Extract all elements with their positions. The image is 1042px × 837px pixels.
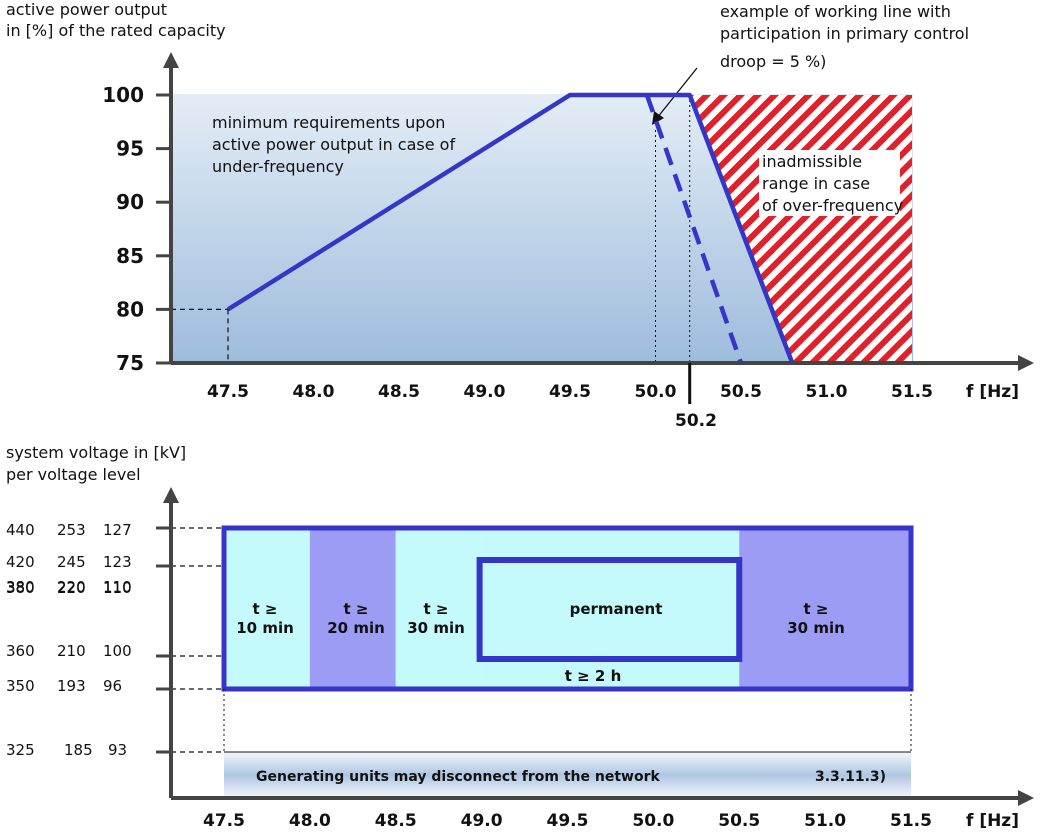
x-tick-label: 48.0: [293, 382, 335, 402]
y-tick-label: 75: [116, 351, 144, 375]
y-tick-label: 85: [116, 244, 144, 268]
voltage-label: 127: [103, 521, 132, 539]
voltage-label: 420: [6, 553, 35, 571]
footer-ref: 3.3.11.3): [815, 769, 886, 785]
annotation-min-1: minimum requirements upon: [212, 113, 445, 132]
top-y-label-1: active power output: [6, 0, 167, 19]
x-tick-label: 49.5: [549, 382, 591, 402]
bottom-x-tick-label: 51.0: [804, 811, 846, 831]
band-2h-label: t ≥ 2 h: [565, 667, 622, 685]
y-tick-label: 100: [102, 83, 144, 107]
voltage-label: 360: [6, 642, 35, 660]
voltage-label: 253: [57, 521, 86, 539]
annotation-inadmissible-1: inadmissible: [762, 152, 862, 171]
band-label-1-line1: t ≥: [253, 600, 278, 618]
voltage-label: 325: [6, 741, 35, 759]
voltage-label: 100: [103, 642, 132, 660]
voltage-label: 220: [57, 578, 86, 596]
voltage-label-shadow: 110: [103, 579, 132, 597]
voltage-label: 110: [103, 578, 132, 596]
bottom-x-tick-label: 49.5: [547, 811, 589, 831]
footer-bar: [224, 752, 911, 798]
voltage-label-shadow: 220: [57, 579, 86, 597]
top-chart: active power output in [%] of the rated …: [6, 0, 1034, 431]
voltage-label: 185: [64, 741, 93, 759]
voltage-label: 380: [6, 578, 35, 596]
band-label-1-line2: 10 min: [236, 619, 294, 637]
bottom-x-tick-label: 48.5: [375, 811, 417, 831]
voltage-label: 350: [6, 677, 35, 695]
annotation-inadmissible-2: range in case: [762, 174, 870, 193]
band-label-2-line2: 20 min: [327, 619, 385, 637]
permanent-box: [476, 557, 743, 662]
band-label-3-line2: 30 min: [407, 619, 465, 637]
band-3: [395, 528, 482, 689]
bottom-axes: [163, 487, 1034, 806]
band-label-5-line2: 30 min: [787, 619, 845, 637]
y-tick-label: 90: [116, 190, 144, 214]
x-tick-label: 50.5: [720, 382, 762, 402]
x-tick-label: 47.5: [207, 382, 249, 402]
voltage-label: 123: [103, 553, 132, 571]
x-tick-label: 51.0: [806, 382, 848, 402]
y-tick-label: 80: [116, 297, 144, 321]
band-2: [309, 528, 396, 689]
band-1: [224, 528, 310, 689]
top-x-axis-label: f [Hz]: [966, 382, 1019, 402]
bottom-x-axis-label: f [Hz]: [966, 811, 1019, 831]
x-tick-label: 48.5: [378, 382, 420, 402]
bottom-y-label-2: per voltage level: [6, 465, 141, 484]
x-tick-label: 51.5: [891, 382, 933, 402]
band-5: [739, 528, 911, 689]
x-tick-label: 50.0: [635, 382, 677, 402]
voltage-label: 245: [57, 553, 86, 571]
annotation-min-2: active power output in case of: [212, 135, 455, 154]
x-tick-label: 49.0: [464, 382, 506, 402]
band-label-4-line1: permanent: [570, 600, 663, 618]
bottom-x-tick-label: 50.5: [718, 811, 760, 831]
annotation-inadmissible-3: of over-frequency: [762, 196, 903, 215]
series-dashed: [644, 94, 744, 364]
bottom-x-tick-label: 48.0: [289, 811, 331, 831]
voltage-label: 193: [57, 677, 86, 695]
annotation-min-3: under-frequency: [212, 157, 344, 176]
top-axes: [163, 52, 1034, 371]
bottom-x-tick-label: 47.5: [203, 811, 245, 831]
footer-text: Generating units may disconnect from the…: [256, 769, 660, 785]
top-y-label-2: in [%] of the rated capacity: [6, 21, 226, 40]
voltage-label: 93: [108, 741, 127, 759]
inadmissible-label-box: [759, 150, 900, 216]
bottom-chart: system voltage in [kV] per voltage level…: [6, 443, 1034, 831]
band-label-2-line1: t ≥: [344, 600, 369, 618]
bottom-x-tick-label: 49.0: [461, 811, 503, 831]
bottom-x-tick-label: 50.0: [632, 811, 674, 831]
voltage-label: 440: [6, 521, 35, 539]
band-label-3-line1: t ≥: [424, 600, 449, 618]
x-tick-50-2: 50.2: [675, 411, 717, 431]
band-4: [481, 528, 740, 689]
bottom-x-tick-label: 51.5: [890, 811, 932, 831]
annotation-example-3: droop = 5 %): [720, 52, 826, 71]
voltage-frame: [221, 525, 914, 692]
voltage-label: 96: [103, 677, 122, 695]
voltage-label-shadow: 380: [6, 579, 35, 597]
band-label-5-line1: t ≥: [804, 600, 829, 618]
annotation-example-1: example of working line with: [720, 2, 951, 21]
annotation-example-2: participation in primary control: [720, 24, 969, 43]
voltage-label: 210: [57, 642, 86, 660]
y-tick-label: 95: [116, 137, 144, 161]
bottom-y-label-1: system voltage in [kV]: [6, 443, 186, 462]
series-solid: [226, 92, 795, 364]
